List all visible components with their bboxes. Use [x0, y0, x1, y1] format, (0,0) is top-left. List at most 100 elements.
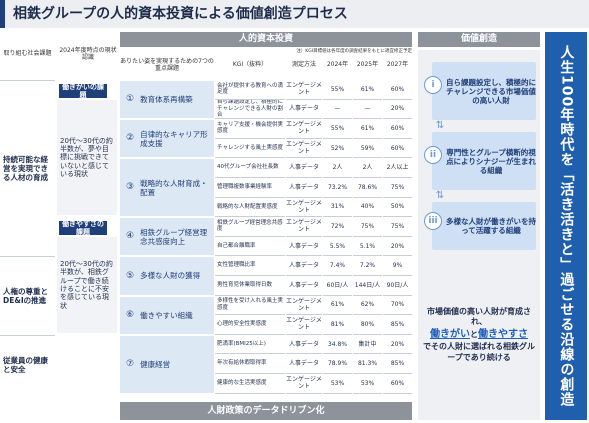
kgi-value: 80% [353, 315, 382, 335]
banner: 人財政策のデータドリブン化 [120, 402, 412, 420]
kgi-value: 60% [383, 374, 412, 394]
priority-number: ② [126, 133, 135, 144]
priority: ⑦ 健康経営 [120, 335, 214, 393]
kgi-value: 144日/人 [353, 276, 382, 296]
priority-label: 相鉄グループ経営理念共感度向上 [140, 227, 208, 246]
kgi-name: 多様性を受け入れる風土実感度 [215, 296, 285, 316]
priority-number: ③ [126, 182, 135, 193]
column-header: 2027年 [386, 61, 409, 69]
kgi-name: 自ら課題設定し、積極的にチャレンジできる人財の割合 [215, 99, 285, 120]
kgi-name: キャリア支援・機会提供実感度 [215, 119, 285, 139]
method: エンゲージメント [286, 139, 322, 159]
kgi-value: 20% [383, 335, 412, 355]
vision: 人生100年時代を「活き活きと」過ごせる沿線の創造 [545, 32, 587, 420]
kgi-value: 55% [323, 119, 352, 139]
column-header: 2024年度時点の現状認識 [59, 46, 117, 61]
kgi-value: 81.3% [353, 354, 382, 374]
note: 注）KGI目標値は各年度の調査結果をもとに適宜修正予定 [296, 48, 412, 54]
kgi-value: 20% [383, 100, 412, 120]
column-header: 2024年 [326, 61, 349, 69]
kgi-value: 2人 [353, 158, 382, 178]
method: 人事データ [286, 335, 322, 355]
method: エンゲージメント [286, 374, 322, 394]
priority-label: 健康経営 [140, 359, 171, 369]
conclusion-text: でその人財に選ばれる相鉄グループであり続ける [423, 341, 535, 362]
method: 人事データ [286, 256, 322, 276]
conclusion-text: と [470, 330, 478, 340]
kgi-value: 53% [353, 374, 382, 394]
kgi-value: 50% [383, 198, 412, 218]
kgi-value: 75% [353, 217, 382, 237]
value-step: 自ら課題設定し、積極的にチャレンジできる市場価値の高い人財 [432, 62, 536, 120]
conclusion-text: 市場価値の高い人財が育成され、 [427, 306, 531, 327]
method: 人事データ [286, 237, 322, 257]
social-issue: 従業員の健康と安全 [0, 334, 55, 394]
method: エンゲージメント [286, 198, 322, 218]
step-number: ii [424, 146, 442, 164]
priority-number: ⑥ [126, 309, 135, 320]
social-issue: 持続可能な経営を実現できる人材の育成 [0, 80, 55, 256]
kgi-name: 肥満率(BMI25以上) [215, 335, 285, 355]
kgi-name: 自己都合離職率 [215, 237, 285, 257]
recognition: 20代〜30代の約半数が、夢や目標に挑戦できていないと感じている現状 [57, 100, 117, 216]
conclusion-line: でその人財に選ばれる相鉄グループであり続ける [420, 342, 538, 364]
step-number: iii [424, 212, 442, 230]
kgi-value: 60% [383, 119, 412, 139]
conclusion-text: 働きやすさ [478, 329, 528, 341]
method: 人事データ [286, 158, 322, 178]
method: エンゲージメント [286, 315, 322, 335]
kgi-value: 61% [323, 296, 352, 316]
kgi-value: 集計中 [353, 335, 382, 355]
priority: ③ 戦略的な人財育成・配置 [120, 159, 214, 217]
kgi-value: 60% [383, 80, 412, 100]
conclusion-line: 働きがいと働きやすさ [430, 328, 528, 342]
social-issue: 人権の尊重とDE&Iの推進 [0, 256, 55, 334]
method: 人事データ [286, 276, 322, 296]
kgi-value: 75% [383, 217, 412, 237]
conclusion-text: 働きがい [430, 329, 470, 341]
priority: ⑤ 多様な人財の獲得 [120, 257, 214, 295]
kgi-value: 90日/人 [383, 276, 412, 296]
banner: 価値創造 [418, 32, 540, 47]
step-number: i [424, 76, 442, 94]
banner: 人的資本投資 [120, 32, 412, 47]
kgi-value: 78.9% [323, 354, 352, 374]
priority-number: ⑤ [126, 270, 135, 281]
kgi-name: 管理職複数事業経験率 [215, 178, 285, 198]
kgi-value: 55% [323, 80, 352, 100]
column-header: 2025年 [356, 61, 379, 69]
method: エンゲージメント [286, 217, 322, 237]
kgi-value: 78.6% [353, 178, 382, 198]
kgi-name: 戦略的な人財配置実感度 [215, 198, 285, 218]
kgi-name: 女性管理職比率 [215, 256, 285, 276]
priority-number: ① [126, 94, 135, 105]
kgi-value: 85% [383, 315, 412, 335]
priority: ⑥ 働きやすい組織 [120, 296, 214, 334]
kgi-value: 60% [383, 139, 412, 159]
kgi-value: 52% [323, 139, 352, 159]
kgi-value: 75% [383, 178, 412, 198]
value-step: 専門性とグループ横断的視点によりシナジーが生まれる組織 [432, 132, 536, 190]
kgi-value: — [353, 100, 382, 120]
priority-number: ⑦ [126, 358, 135, 369]
arrow: ⇅ [435, 190, 445, 201]
kgi-value: 61% [353, 119, 382, 139]
title: 相鉄グループの人的資本投資による価値創造プロセス [0, 0, 589, 28]
column-header: 測定方法 [291, 61, 316, 69]
kgi-value: 5.5% [323, 237, 352, 257]
kgi-value: 61% [353, 80, 382, 100]
kgi-value: 7.2% [353, 256, 382, 276]
kgi-value: 5.1% [353, 237, 382, 257]
priority-number: ④ [126, 231, 135, 242]
kgi-value: 81% [323, 315, 352, 335]
method: エンゲージメント [286, 296, 322, 316]
kgi-name: 心理的安全性実感度 [215, 315, 285, 335]
kgi-value: 70% [383, 296, 412, 316]
kgi-name: 会社が提供する教育への満足度 [215, 80, 285, 100]
kgi-value: 2人 [323, 158, 352, 178]
kgi-value: 53% [323, 374, 352, 394]
kgi-value: 2人以上 [383, 158, 412, 178]
kgi-value: 9% [383, 256, 412, 276]
kgi-value: 85% [383, 354, 412, 374]
